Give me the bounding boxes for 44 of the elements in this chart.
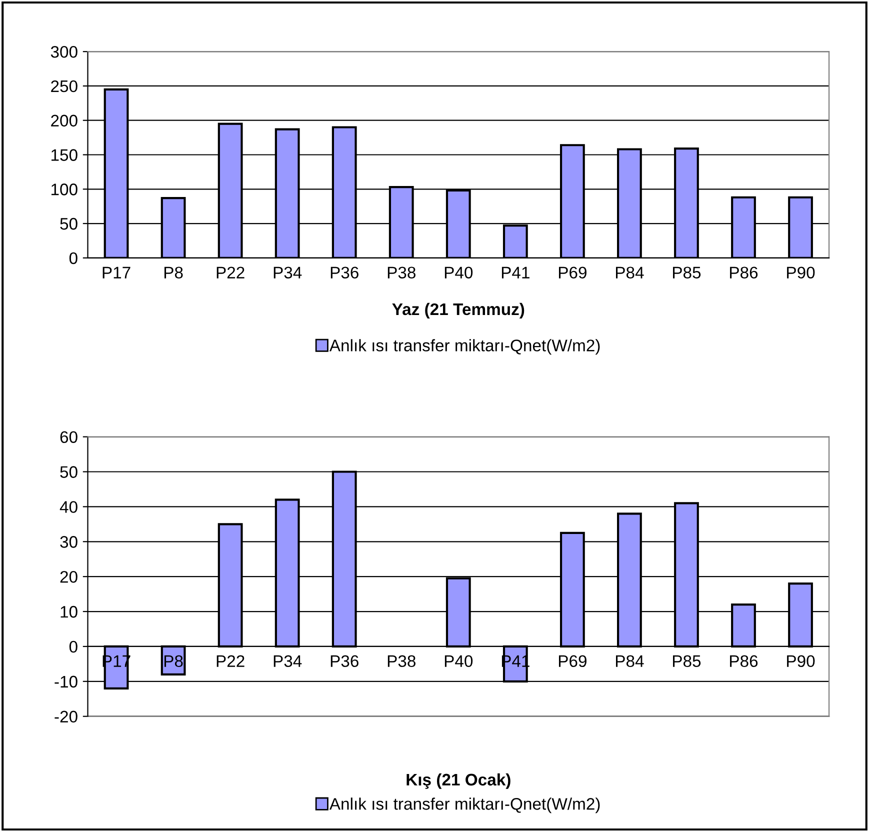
x-tick-label: P40 xyxy=(444,655,473,668)
y-tick-label: 200 xyxy=(51,114,78,127)
x-axis-title: Kış (21 Ocak) xyxy=(406,773,510,789)
x-tick-label: P38 xyxy=(388,655,416,668)
x-tick-label: P41 xyxy=(502,266,530,278)
x-tick-label: P38 xyxy=(388,266,416,278)
x-tick-label: P84 xyxy=(616,266,644,278)
y-tick-label: 10 xyxy=(60,606,78,618)
x-tick-label: P22 xyxy=(216,266,244,278)
y-tick-label: 50 xyxy=(60,466,78,478)
y-tick-label: 0 xyxy=(69,252,78,264)
y-tick-label: 60 xyxy=(60,431,78,444)
x-tick-label: P69 xyxy=(558,655,586,668)
x-tick-label: P86 xyxy=(730,655,758,668)
y-tick-label: -20 xyxy=(54,710,78,723)
x-tick-label: P34 xyxy=(274,655,302,668)
x-tick-label: P40 xyxy=(444,266,473,278)
x-tick-label: P22 xyxy=(216,655,244,667)
x-tick-label: P34 xyxy=(274,266,302,278)
x-tick-label: P69 xyxy=(558,266,586,278)
legend-label: Anlık ısı transfer miktarı-Qnet(W/m2) xyxy=(329,798,600,814)
x-tick-label: P8 xyxy=(164,655,183,668)
y-tick-label: 250 xyxy=(51,80,78,92)
x-tick-label: P8 xyxy=(164,266,183,278)
y-tick-label: -10 xyxy=(54,676,78,688)
y-tick-label: 100 xyxy=(52,184,78,196)
x-tick-label: P90 xyxy=(787,266,815,278)
x-tick-label: P84 xyxy=(616,655,644,668)
y-tick-label: 30 xyxy=(60,536,78,548)
y-tick-label: 150 xyxy=(52,149,78,161)
x-tick-label: P85 xyxy=(673,655,701,668)
x-axis-title: Yaz (21 Temmuz) xyxy=(392,302,524,318)
x-tick-label: P86 xyxy=(730,266,758,278)
y-tick-label: 20 xyxy=(60,570,78,583)
x-tick-label: P36 xyxy=(330,266,358,278)
x-tick-label: P17 xyxy=(102,266,130,278)
x-tick-label: P90 xyxy=(787,655,815,668)
x-tick-label: P36 xyxy=(330,655,358,668)
y-tick-label: 40 xyxy=(60,501,78,513)
y-tick-label: 300 xyxy=(50,46,78,58)
x-tick-label: P85 xyxy=(673,266,701,278)
legend-label: Anlık ısı transfer miktarı-Qnet(W/m2) xyxy=(329,339,600,355)
y-tick-label: 50 xyxy=(60,218,78,230)
y-tick-label: 0 xyxy=(69,640,78,653)
